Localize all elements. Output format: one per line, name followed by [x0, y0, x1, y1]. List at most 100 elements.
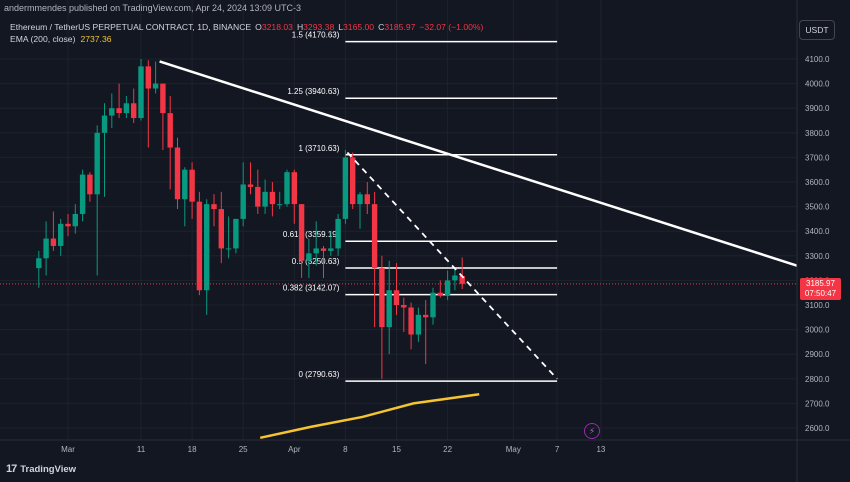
ema-line — [259, 393, 480, 440]
price-tick-label: 3000.0 — [805, 326, 830, 335]
price-tick-label: 3400.0 — [805, 227, 830, 236]
bar-countdown: 07:50:47 — [804, 289, 837, 298]
fib-level-label: 0.382 (3142.07) — [283, 284, 340, 293]
candle-body — [364, 194, 370, 205]
price-tick-label: 4100.0 — [805, 55, 830, 64]
ema-layer — [259, 393, 480, 440]
time-tick-label: 13 — [596, 445, 605, 454]
time-tick-label: 22 — [443, 445, 452, 454]
candle-body — [277, 204, 283, 206]
price-tick-label: 2900.0 — [805, 350, 830, 359]
candle-body — [269, 191, 276, 205]
candle-body — [335, 218, 341, 249]
price-tick-label: 3300.0 — [805, 252, 830, 261]
lightning-icon[interactable]: ⚡ — [584, 423, 600, 439]
candle-body — [50, 238, 57, 246]
candle-body — [342, 157, 349, 219]
candle-body — [357, 194, 363, 205]
candle-body — [247, 184, 254, 187]
candle-body — [123, 103, 130, 114]
candle-body — [379, 268, 385, 328]
candle-body — [408, 307, 414, 335]
ema-legend[interactable]: EMA (200, close) 2737.36 — [10, 34, 112, 44]
candle-body — [444, 280, 451, 296]
candle-body — [211, 204, 217, 210]
candle-body — [218, 209, 224, 249]
candle-body — [233, 218, 239, 249]
price-tick-label: 2800.0 — [805, 375, 830, 384]
candle-body — [291, 172, 297, 205]
ohlc-change: −32.07 (−1.00%) — [419, 22, 484, 32]
price-tick-label: 3800.0 — [805, 129, 830, 138]
price-tick-label: 2600.0 — [805, 424, 830, 433]
candle-body — [225, 248, 232, 250]
price-tick-label: 2700.0 — [805, 399, 830, 408]
candle-body — [87, 174, 93, 195]
candle-body — [182, 169, 188, 200]
time-tick-label: Mar — [61, 445, 75, 454]
grid — [0, 0, 797, 440]
candle-body — [430, 292, 436, 318]
tradingview-logo-mark: 17 — [6, 463, 17, 475]
last-price-label: 3185.97 07:50:47 — [800, 278, 841, 300]
price-tick-label: 3600.0 — [805, 178, 830, 187]
candle-body — [79, 174, 86, 214]
candle-body — [262, 191, 268, 207]
price-tick-label: 3700.0 — [805, 153, 830, 162]
price-tick-label: 3900.0 — [805, 104, 830, 113]
candle-body — [65, 223, 71, 227]
fib-level-label: 0.618 (3359.19) — [283, 230, 340, 239]
candle-body — [43, 238, 49, 259]
candle-body — [328, 248, 334, 251]
candle-body — [255, 186, 261, 207]
candle-body — [58, 223, 64, 246]
descending-trendline — [159, 60, 798, 267]
candle-body — [320, 248, 327, 251]
candle-body — [393, 290, 400, 305]
candle-body — [160, 83, 166, 114]
currency-button[interactable]: USDT — [799, 20, 835, 40]
candle-body — [131, 103, 137, 119]
fib-level-label: 0 (2790.63) — [298, 370, 339, 379]
candle-body — [174, 147, 181, 200]
tradingview-logo[interactable]: 17 TradingView — [6, 463, 76, 475]
symbol-legend[interactable]: Ethereum / TetherUS PERPETUAL CONTRACT, … — [10, 22, 483, 32]
candle-body — [204, 204, 210, 291]
candle-body — [401, 305, 407, 308]
candle-body — [452, 275, 458, 281]
projection-dashed-line — [346, 151, 558, 380]
candle-body — [437, 292, 443, 296]
time-tick-label: 25 — [239, 445, 248, 454]
candle-body — [423, 314, 429, 318]
price-tick-label: 3500.0 — [805, 203, 830, 212]
time-tick-label: 7 — [555, 445, 560, 454]
time-tick-label: 15 — [392, 445, 401, 454]
candles — [0, 59, 797, 379]
candle-body — [138, 66, 144, 119]
ohlc-high: H3293.38 — [296, 22, 335, 32]
candle-body — [415, 314, 422, 335]
publisher-info: andermmendes published on TradingView.co… — [4, 3, 302, 13]
fib-level-label: 1.5 (4170.63) — [292, 31, 340, 40]
drawings — [159, 60, 798, 380]
fib-level-label: 1.25 (3940.63) — [287, 87, 339, 96]
candle-body — [284, 172, 290, 205]
candle-body — [36, 258, 42, 269]
candle-body — [196, 201, 203, 291]
candle-body — [189, 169, 195, 202]
candle-body — [101, 115, 108, 133]
candle-body — [72, 213, 78, 227]
ohlc-close: C3185.97 — [378, 22, 416, 32]
price-axis: 2600.02700.02800.02900.03000.03100.03200… — [796, 0, 830, 482]
time-tick-label: 18 — [188, 445, 197, 454]
ema-label: EMA (200, close) — [10, 34, 76, 44]
candle-body — [116, 108, 122, 114]
candle-body — [94, 132, 100, 195]
symbol-title: Ethereum / TetherUS PERPETUAL CONTRACT, … — [10, 22, 252, 32]
time-tick-label: 11 — [137, 445, 146, 454]
fib-level-label: 1 (3710.63) — [298, 144, 339, 153]
tradingview-logo-text: TradingView — [20, 463, 77, 475]
price-tick-label: 3100.0 — [805, 301, 830, 310]
